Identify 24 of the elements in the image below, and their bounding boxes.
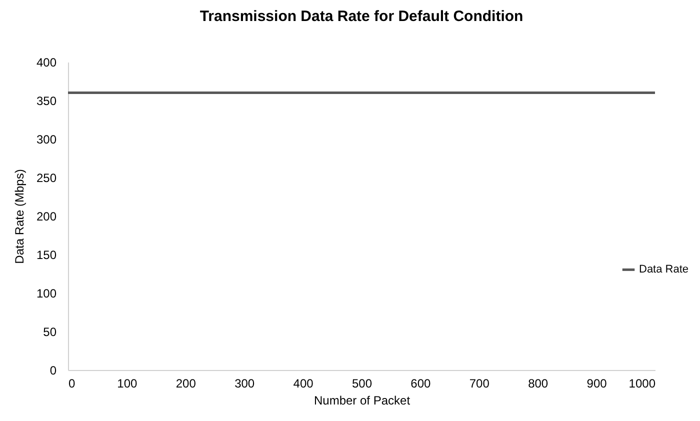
- x-tick-label: 700: [469, 376, 490, 390]
- y-tick-label: 350: [36, 94, 57, 108]
- x-tick-label: 500: [352, 376, 372, 390]
- legend-label: Data Rate: [639, 264, 689, 276]
- x-tick-label: 600: [410, 376, 432, 390]
- y-tick-label: 300: [36, 132, 57, 146]
- x-tick-label: 200: [176, 376, 196, 390]
- y-tick-label: 100: [36, 286, 57, 300]
- y-tick-label: 250: [36, 171, 57, 185]
- x-tick-label: 800: [528, 376, 548, 390]
- x-tick-label: 900: [586, 376, 608, 390]
- x-tick-label: 400: [293, 376, 314, 390]
- y-tick-label: 0: [50, 364, 57, 378]
- chart-title: Transmission Data Rate for Default Condition: [200, 8, 524, 25]
- x-axis-title: Number of Packet: [314, 394, 411, 408]
- x-tick-label: 100: [117, 376, 138, 390]
- x-tick-label: 300: [234, 376, 255, 390]
- y-tick-label: 50: [43, 325, 57, 339]
- y-tick-label: 400: [36, 56, 57, 70]
- x-tick-label: 1000: [628, 376, 656, 390]
- y-axis-title: Data Rate (Mbps): [12, 169, 26, 264]
- x-tick-label: 0: [68, 376, 76, 390]
- y-tick-label: 150: [36, 248, 57, 262]
- y-tick-label: 200: [36, 210, 57, 224]
